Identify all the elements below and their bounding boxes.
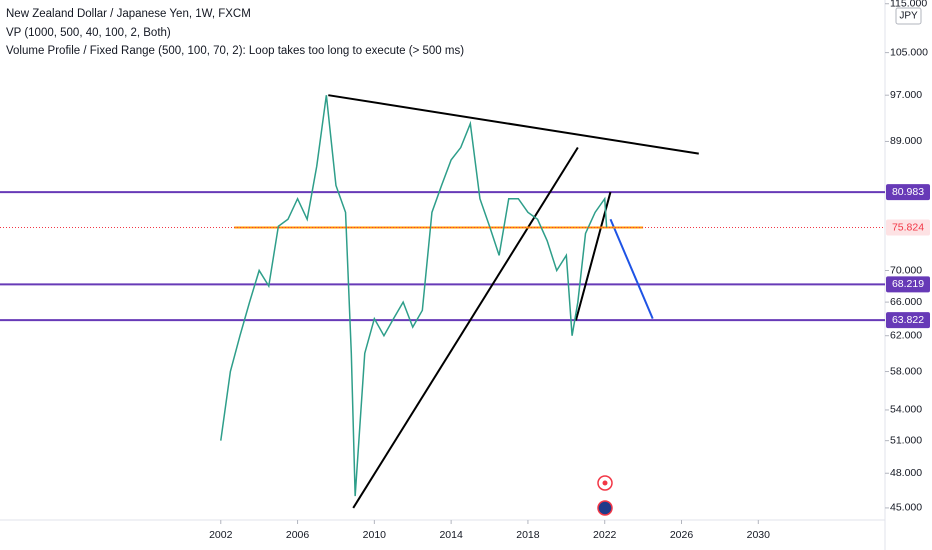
y-tick-label: 70.000 bbox=[890, 264, 922, 276]
y-tick-label: 45.000 bbox=[890, 502, 922, 514]
currency-badge[interactable] bbox=[895, 7, 922, 25]
level-badge bbox=[886, 276, 930, 293]
level-badge bbox=[886, 184, 930, 201]
level-label: 80.983 bbox=[892, 186, 924, 198]
y-tick-label: 48.000 bbox=[890, 467, 922, 479]
y-tick-label: 115.000 bbox=[890, 0, 927, 10]
earnings-icon[interactable] bbox=[597, 500, 613, 516]
y-tick-label: 51.000 bbox=[890, 434, 922, 446]
price-line bbox=[220, 95, 608, 497]
x-tick-label: 2014 bbox=[439, 529, 463, 541]
level-label: 63.822 bbox=[892, 314, 924, 326]
y-tick-label: 62.000 bbox=[890, 329, 922, 341]
x-tick-label: 2002 bbox=[209, 529, 233, 541]
y-tick-label: 89.000 bbox=[890, 135, 922, 147]
x-tick-label: 2022 bbox=[593, 529, 617, 541]
chart-title: New Zealand Dollar / Japanese Yen, 1W, F… bbox=[6, 8, 251, 20]
indicator-label: VP (1000, 500, 40, 100, 2, Both) bbox=[6, 27, 171, 39]
trendline bbox=[352, 146, 579, 509]
x-tick-label: 2010 bbox=[363, 529, 387, 541]
x-tick-label: 2006 bbox=[286, 529, 310, 541]
last-price-label: 75.824 bbox=[892, 221, 924, 233]
y-tick-label: 97.000 bbox=[890, 89, 922, 101]
indicator-warning: Volume Profile / Fixed Range (500, 100, … bbox=[6, 45, 464, 57]
x-tick-label: 2026 bbox=[670, 529, 694, 541]
trendline bbox=[609, 218, 654, 320]
y-tick-label: 54.000 bbox=[890, 404, 922, 416]
level-label: 68.219 bbox=[892, 278, 924, 290]
trendline bbox=[328, 94, 699, 155]
event-icon-dot bbox=[602, 480, 608, 486]
x-tick-label: 2030 bbox=[747, 529, 771, 541]
x-tick-label: 2018 bbox=[516, 529, 540, 541]
trendline bbox=[574, 191, 612, 321]
y-tick-label: 58.000 bbox=[890, 365, 922, 377]
currency-label: JPY bbox=[899, 11, 918, 22]
y-tick-label: 66.000 bbox=[890, 296, 922, 308]
y-tick-label: 105.000 bbox=[890, 46, 928, 58]
level-badge bbox=[886, 312, 930, 329]
last-price-badge bbox=[886, 219, 930, 236]
